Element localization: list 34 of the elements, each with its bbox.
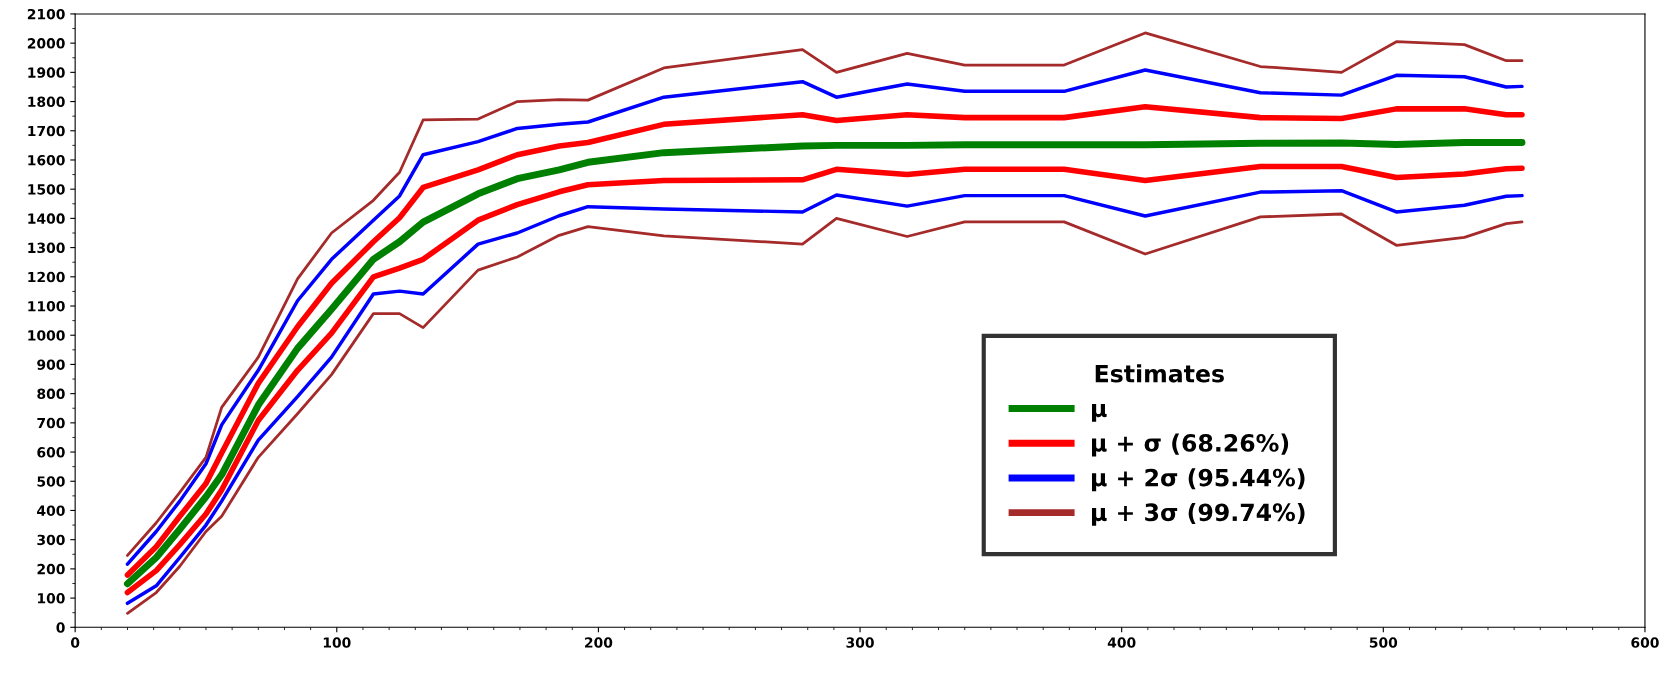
y-tick-label: 900 <box>37 359 65 370</box>
legend-title: Estimates <box>1095 364 1224 383</box>
legend-label: μ + σ (68.26%) <box>1092 433 1289 457</box>
x-tick-label: 400 <box>1107 637 1136 648</box>
y-tick-label: 400 <box>37 505 65 516</box>
y-tick-label: 500 <box>37 476 65 487</box>
y-tick-label: 2000 <box>27 38 65 49</box>
y-tick-label: 1000 <box>28 330 65 341</box>
y-tick-label: 1300 <box>28 242 65 254</box>
y-tick-label: 1100 <box>28 300 65 312</box>
y-tick-label: 2100 <box>27 8 65 20</box>
x-tick-label: 500 <box>1369 637 1398 648</box>
y-tick-label: 1500 <box>28 184 65 195</box>
legend-label: μ + 2σ (95.44%) <box>1092 468 1305 492</box>
y-tick-label: 1200 <box>28 271 65 283</box>
y-tick-label: 600 <box>37 447 65 458</box>
y-tick-label: 1700 <box>28 125 65 137</box>
y-tick-label: 100 <box>38 593 65 604</box>
legend-label: μ + 3σ (99.74%) <box>1092 502 1305 526</box>
y-tick-label: 200 <box>37 563 65 575</box>
y-tick-label: 300 <box>37 534 65 546</box>
y-tick-label: 0 <box>56 622 65 633</box>
y-tick-label: 1600 <box>28 154 65 166</box>
x-tick-label: 600 <box>1631 637 1659 648</box>
y-tick-label: 1400 <box>28 213 65 224</box>
x-tick-label: 100 <box>323 637 351 648</box>
y-tick-label: 800 <box>37 388 65 400</box>
y-tick-label: 1900 <box>28 67 65 78</box>
y-tick-label: 700 <box>37 417 65 429</box>
y-tick-label: 1800 <box>28 96 65 108</box>
legend-label: μ <box>1092 403 1107 422</box>
x-tick-label: 200 <box>585 637 613 648</box>
x-tick-label: 0 <box>70 637 80 648</box>
x-tick-label: 300 <box>846 637 874 648</box>
